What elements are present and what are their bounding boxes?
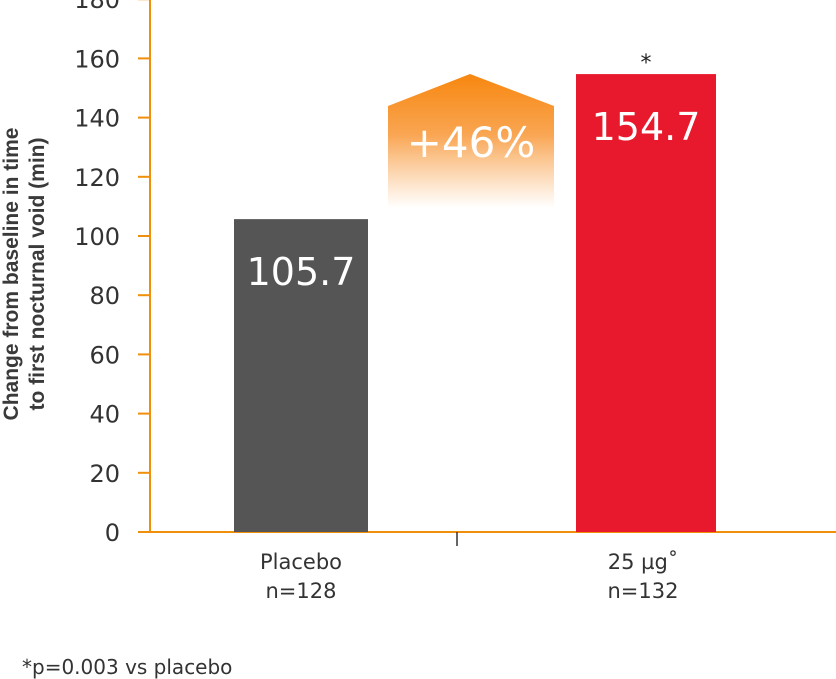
x-category-placebo-name: Placebo [260, 550, 342, 574]
significance-asterisk: * [641, 51, 652, 76]
y-axis-title-line-1: Change from baseline in time [0, 128, 23, 421]
bar-25ug [576, 74, 716, 532]
bar-25ug-value-label: 154.7 [592, 105, 701, 149]
y-axis-title-line-2: to first nocturnal void (min) [26, 138, 49, 411]
y-tick-label: 180 [74, 0, 120, 14]
x-category-25ug-n: n=132 [608, 579, 679, 603]
bar-placebo [234, 219, 368, 533]
y-tick-label: 20 [89, 460, 120, 488]
increase-callout-text: +46% [407, 118, 536, 167]
bar-placebo-value-label: 105.7 [247, 250, 356, 294]
y-tick-label: 60 [89, 341, 120, 369]
y-tick-label: 80 [89, 282, 120, 310]
x-category-placebo-n: n=128 [266, 579, 337, 603]
y-axis-ticks: 0 20 40 60 80 100 120 140 160 180 [74, 0, 150, 547]
y-tick-label: 100 [74, 223, 120, 251]
y-tick-label: 140 [74, 105, 120, 133]
x-category-25ug-name: 25 µg˚ [608, 550, 679, 574]
y-tick-label: 160 [74, 45, 120, 73]
footnote: *p=0.003 vs placebo [22, 655, 233, 679]
y-tick-label: 40 [89, 401, 120, 429]
y-tick-label: 120 [74, 164, 120, 192]
increase-callout-shape [388, 74, 554, 208]
y-tick-label: 0 [105, 519, 120, 547]
